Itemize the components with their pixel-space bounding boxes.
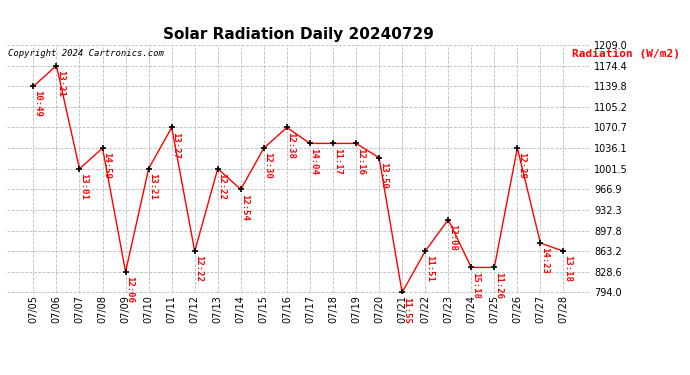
Text: 13:27: 13:27	[171, 132, 180, 159]
Text: 13:18: 13:18	[563, 255, 572, 282]
Text: 11:17: 11:17	[333, 148, 342, 174]
Text: 10:49: 10:49	[33, 90, 42, 117]
Text: 12:29: 12:29	[517, 152, 526, 179]
Text: 13:21: 13:21	[56, 70, 65, 97]
Text: 13:01: 13:01	[79, 173, 88, 200]
Text: 11:51: 11:51	[425, 255, 434, 282]
Text: 11:26: 11:26	[494, 272, 503, 298]
Text: 13:21: 13:21	[148, 173, 157, 200]
Text: 14:04: 14:04	[310, 148, 319, 174]
Text: 14:59: 14:59	[102, 152, 111, 179]
Text: 12:54: 12:54	[241, 194, 250, 220]
Text: 12:38: 12:38	[286, 132, 295, 159]
Text: Copyright 2024 Cartronics.com: Copyright 2024 Cartronics.com	[8, 49, 164, 58]
Text: 14:23: 14:23	[540, 247, 549, 274]
Text: 15:18: 15:18	[471, 272, 480, 298]
Text: 11:55: 11:55	[402, 297, 411, 324]
Text: Radiation (W/m2): Radiation (W/m2)	[572, 49, 680, 59]
Text: 12:16: 12:16	[356, 148, 365, 174]
Text: 12:08: 12:08	[448, 224, 457, 251]
Text: 12:22: 12:22	[217, 173, 226, 200]
Text: 13:50: 13:50	[379, 162, 388, 189]
Text: 12:30: 12:30	[264, 152, 273, 179]
Title: Solar Radiation Daily 20240729: Solar Radiation Daily 20240729	[163, 27, 434, 42]
Text: 12:22: 12:22	[195, 255, 204, 282]
Text: 12:06: 12:06	[126, 276, 135, 303]
